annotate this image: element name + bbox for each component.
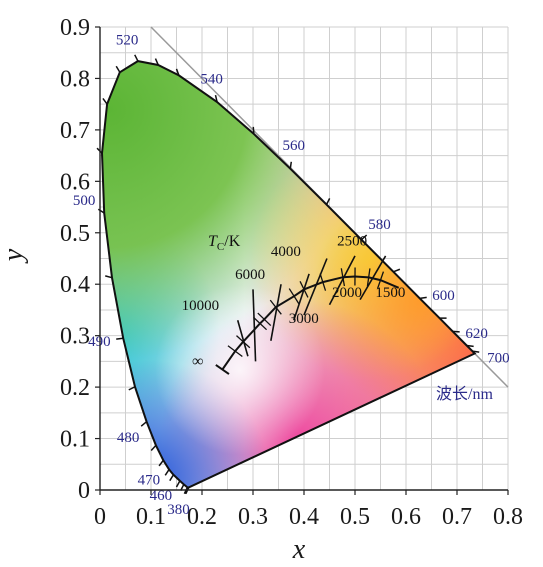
cct-label: 2000 xyxy=(332,285,362,301)
planck-tick xyxy=(366,268,371,287)
wavelength-label: 600 xyxy=(432,288,455,304)
wavelength-axis-label: 波长/nm xyxy=(436,385,493,403)
y-tick-label: 0.3 xyxy=(60,324,90,350)
planck-tick xyxy=(299,280,309,298)
axes: 0 0.1 0.2 0.3 0.4 0.5 0.6 0.7 0.8 0 0.1 0.2 0.3 0.4 0.… xyxy=(60,15,523,530)
isotemperature-line xyxy=(328,255,356,306)
locus-tick xyxy=(102,98,108,105)
y-tick-label: 0.4 xyxy=(60,272,90,298)
cct-label: 2500 xyxy=(337,234,367,250)
isotemperature-lines xyxy=(227,255,387,362)
y-axis-title: y xyxy=(0,248,29,264)
wavelength-label: 460 xyxy=(150,488,173,504)
locus-tick xyxy=(289,161,293,169)
locus-tick xyxy=(105,275,113,279)
planck-tick xyxy=(319,273,327,291)
locus-tick xyxy=(175,480,181,488)
locus-tick xyxy=(158,459,164,467)
isotemperature-line xyxy=(270,284,282,341)
cct-labels: 10000 6000 4000 3000 2500 2000 1500 xyxy=(182,234,406,327)
locus-tick xyxy=(115,65,121,73)
isotemperature-line xyxy=(236,320,249,357)
x-tick-label: 0 xyxy=(94,504,106,530)
locus-tick xyxy=(140,421,148,427)
y-tick-label: 0.6 xyxy=(60,169,90,195)
planck-tick xyxy=(340,268,346,287)
locus-tick xyxy=(466,344,474,348)
infinity-label: ∞ xyxy=(192,353,203,370)
locus-tick xyxy=(419,296,427,300)
cct-label: 1500 xyxy=(375,285,405,301)
x-tick-label: 0.8 xyxy=(493,504,523,530)
planck-tick xyxy=(236,335,251,349)
locus-tick xyxy=(360,234,368,241)
cct-label: 6000 xyxy=(235,267,265,283)
wavelength-label: 560 xyxy=(282,138,305,154)
locus-tick xyxy=(116,337,124,340)
x-tick-label: 0.7 xyxy=(442,504,472,530)
planck-tick xyxy=(253,316,268,331)
planck-tick xyxy=(288,288,300,305)
locus-tick xyxy=(134,54,139,62)
isotemperature-line xyxy=(359,255,387,301)
locus-tick xyxy=(175,68,180,76)
locus-tick xyxy=(252,126,255,134)
y-tick-label: 0.5 xyxy=(60,221,90,247)
locus-tick xyxy=(214,94,218,103)
spectral-locus-ticks xyxy=(96,54,480,495)
x-tick-label: 0.5 xyxy=(340,504,370,530)
x-tick-label: 0.1 xyxy=(136,504,166,530)
wavelength-label: 380 xyxy=(167,502,190,518)
x-tick-label: 0.3 xyxy=(238,504,268,530)
x-axis-title: x xyxy=(292,534,306,565)
planckian-locus xyxy=(221,275,400,371)
locus-tick xyxy=(393,268,401,273)
planck-tick xyxy=(257,312,272,327)
planck-tick xyxy=(227,345,243,358)
y-tick-label: 0.9 xyxy=(60,15,90,41)
tc-label: TC/K xyxy=(208,233,241,253)
locus-tick xyxy=(164,469,170,476)
y-tick-label: 0.8 xyxy=(60,66,90,92)
spectral-locus xyxy=(100,60,477,489)
y-tick-label: 0 xyxy=(78,478,90,504)
locus-tick xyxy=(325,198,331,205)
y-tick-label: 0.7 xyxy=(60,118,90,144)
y-tick-label: 0.2 xyxy=(60,375,90,401)
wavelength-label: 540 xyxy=(200,72,223,88)
x-tick-label: 0.6 xyxy=(391,504,421,530)
wavelength-label: 480 xyxy=(117,430,140,446)
isotemperature-line xyxy=(303,258,328,316)
locus-tick xyxy=(154,58,159,66)
locus-tick xyxy=(97,208,105,214)
locus-tick xyxy=(169,474,175,482)
cct-label: 3000 xyxy=(289,311,319,327)
locus-tick xyxy=(472,350,480,353)
wavelength-label: 520 xyxy=(116,33,139,49)
planckian-endcap xyxy=(215,364,230,375)
wavelength-label: 700 xyxy=(487,350,510,366)
x-tick-label: 0.4 xyxy=(289,504,319,530)
wavelength-labels: 520540560580600620700500490480470460380 xyxy=(73,33,510,518)
planck-tick xyxy=(376,271,385,289)
wavelength-label: 470 xyxy=(138,472,161,488)
isotemperature-line xyxy=(252,289,257,362)
wavelength-label: 500 xyxy=(73,193,96,209)
cct-label: 4000 xyxy=(271,244,301,260)
x-tick-label: 0.2 xyxy=(187,504,217,530)
y-tick-label: 0.1 xyxy=(60,427,90,453)
cct-label: 10000 xyxy=(182,298,220,314)
wavelength-label: 580 xyxy=(368,217,391,233)
locus-tick xyxy=(150,444,157,452)
wavelength-label: 620 xyxy=(465,326,488,342)
isotemperature-line xyxy=(293,273,310,321)
planck-tick xyxy=(269,299,282,315)
locus-tick xyxy=(128,386,136,391)
